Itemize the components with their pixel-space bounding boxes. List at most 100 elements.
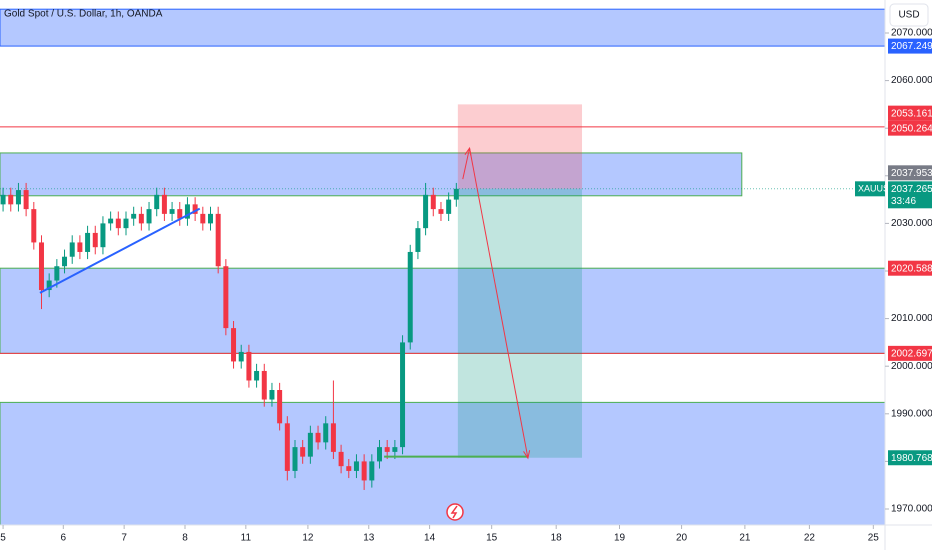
candle-body (46, 280, 52, 291)
candle-body (138, 213, 144, 224)
zone (0, 401, 886, 526)
y-tick-label: 1970.000 (891, 504, 932, 515)
candle-body (269, 390, 275, 400)
candle-body (108, 218, 114, 224)
candle-body (200, 213, 206, 224)
x-tick-label: 5 (0, 533, 6, 544)
candle-body (315, 432, 321, 443)
x-tick-label: 18 (551, 533, 563, 544)
candle-body (85, 232, 91, 252)
x-tick-label: 19 (614, 533, 626, 544)
candle-body (323, 423, 329, 443)
candle-body (430, 194, 436, 210)
candle-body (384, 447, 390, 452)
x-tick-label: 11 (241, 533, 252, 544)
candle-body (223, 266, 229, 329)
symbol-label: XAUUSD (858, 184, 896, 194)
candle-body (238, 351, 244, 362)
candle-body (184, 204, 190, 219)
zone (0, 152, 743, 197)
price-label-box (888, 450, 932, 466)
x-tick-label: 20 (676, 533, 688, 544)
candle-body (215, 213, 221, 267)
candle-body (161, 194, 167, 214)
price-label-box (888, 181, 932, 209)
candle-body (154, 194, 160, 210)
price-label: 2053.161 (891, 108, 932, 119)
candle-body (169, 209, 175, 214)
currency-button[interactable] (889, 3, 929, 27)
candle-body (92, 232, 98, 248)
price-label-box (888, 165, 932, 181)
candle-body (300, 447, 306, 457)
candle-body (131, 213, 137, 219)
logo-icon (450, 505, 458, 519)
y-tick-label: 2060.000 (891, 75, 932, 86)
candle-body (38, 242, 44, 291)
candle-body (261, 370, 267, 400)
candle-body (192, 204, 198, 214)
stop-zone (457, 104, 583, 189)
price-label: 2037.265 (891, 184, 932, 195)
arrow (469, 148, 529, 459)
candle-body (177, 209, 183, 219)
candle-body (77, 242, 83, 252)
candle-body (31, 209, 37, 243)
candle-body (338, 451, 344, 467)
x-tick-label: 12 (302, 533, 314, 544)
y-tick-label: 2030.000 (891, 218, 932, 229)
arrow (462, 148, 471, 180)
chart-title: Gold Spot / U.S. Dollar, 1h, OANDA (4, 9, 163, 20)
price-label: 2050.264 (891, 123, 932, 134)
x-tick-label: 8 (182, 533, 188, 544)
candle-body (100, 223, 106, 248)
price-label-box (888, 105, 932, 121)
candle-body (246, 351, 252, 381)
candle-body (415, 228, 421, 252)
candle-body (307, 432, 313, 457)
candle-body (292, 447, 298, 471)
x-tick-label: 25 (868, 533, 880, 544)
price-label-box (888, 38, 932, 54)
candle-body (254, 370, 260, 381)
y-tick-label: 2000.000 (891, 361, 932, 372)
candle-body (62, 256, 68, 267)
plot-area (0, 8, 886, 526)
zone (0, 267, 886, 354)
price-label: 2067.249 (891, 41, 932, 52)
x-tick-label: 15 (486, 533, 498, 544)
target-zone (457, 188, 583, 458)
logo-icon (446, 503, 464, 521)
candle-body (453, 188, 459, 200)
price-label: 1980.768 (891, 453, 932, 464)
symbol-box (855, 181, 885, 197)
x-tick-label: 13 (363, 533, 375, 544)
candle-body (0, 194, 6, 205)
candle-body (23, 190, 29, 210)
candle-body (423, 194, 429, 229)
price-label-box (888, 260, 932, 276)
candle-body (15, 190, 21, 205)
candle-body (400, 342, 406, 448)
x-tick-label: 21 (739, 533, 751, 544)
candle-body (207, 213, 213, 224)
currency-label[interactable]: USD (898, 10, 919, 21)
candle-body (330, 423, 336, 452)
candle-body (115, 218, 121, 229)
y-tick-label: 1990.000 (891, 408, 932, 419)
candle-body (8, 194, 14, 205)
candle-body (123, 218, 129, 229)
price-label: 2020.588 (891, 263, 932, 274)
x-tick-label: 22 (804, 533, 816, 544)
candle-body (231, 328, 237, 362)
candle-body (146, 209, 152, 224)
price-label: 2002.697 (891, 349, 932, 360)
arrow-head (523, 450, 531, 460)
y-tick-label: 2070.000 (891, 28, 932, 39)
x-tick-label: 6 (61, 533, 67, 544)
countdown-label: 33:46 (891, 196, 916, 207)
zone (0, 8, 886, 47)
price-label: 2037.953 (891, 168, 932, 179)
